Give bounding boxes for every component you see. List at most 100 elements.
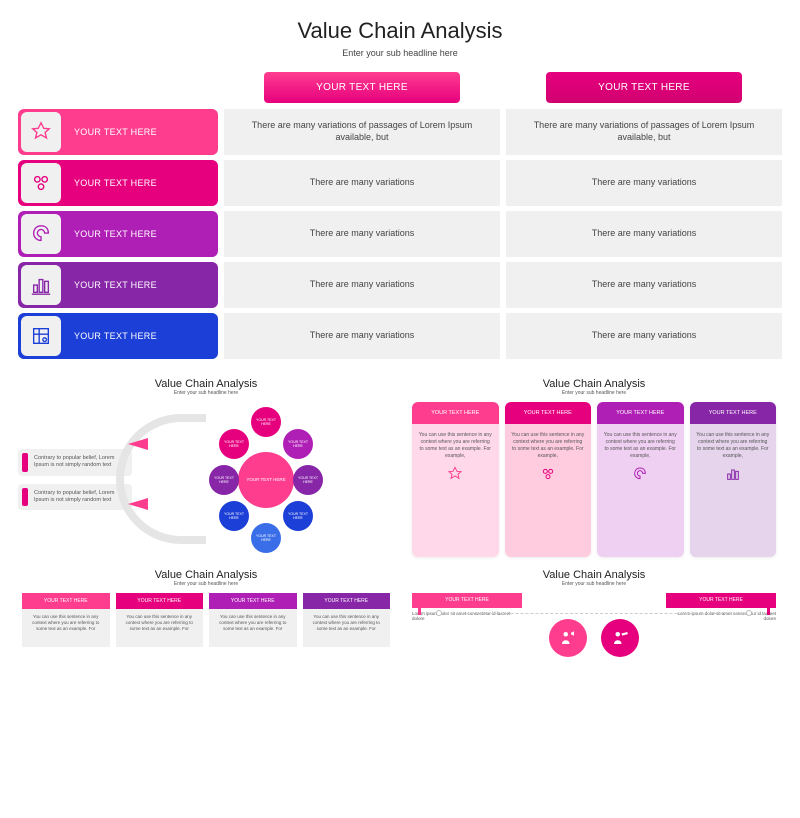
row-label-text: YOUR TEXT HERE bbox=[64, 127, 157, 137]
person-telescope-icon bbox=[611, 629, 629, 647]
column-header-right: YOUR TEXT HERE bbox=[546, 72, 742, 103]
row-icon bbox=[30, 172, 52, 194]
thumb-subtitle: Enter your sub headline here bbox=[18, 390, 394, 396]
card-head: YOUR TEXT HERE bbox=[597, 402, 684, 424]
left-marker bbox=[418, 597, 421, 615]
info-card: YOUR TEXT HERE You can use this sentence… bbox=[597, 402, 684, 557]
row-icon-box bbox=[21, 316, 61, 356]
row-cell: There are many variations bbox=[224, 313, 500, 359]
satellite-circle: YOUR TEXT HERE bbox=[283, 429, 313, 459]
row-cell: There are many variations bbox=[506, 313, 782, 359]
thumb-subtitle: Enter your sub headline here bbox=[18, 581, 394, 587]
row-label-text: YOUR TEXT HERE bbox=[64, 178, 157, 188]
comparison-table: YOUR TEXT HERE YOUR TEXT HERE YOUR TEXT … bbox=[0, 72, 800, 359]
table-row: YOUR TEXT HERE There are many variations… bbox=[18, 109, 782, 155]
summary-box: YOUR TEXT HERE You can use this sentence… bbox=[22, 593, 110, 647]
card-icon bbox=[632, 466, 648, 482]
summary-box: YOUR TEXT HERE You can use this sentence… bbox=[303, 593, 391, 647]
right-marker bbox=[767, 597, 770, 615]
info-card: YOUR TEXT HERE You can use this sentence… bbox=[690, 402, 777, 557]
box-body: You can use this sentence in any context… bbox=[116, 609, 204, 647]
timeline-text-left: YOUR TEXT HERE Lorem ipsum dolor sit ame… bbox=[412, 593, 522, 622]
timeline-text-head: YOUR TEXT HERE bbox=[412, 593, 522, 608]
row-label-text: YOUR TEXT HERE bbox=[64, 331, 157, 341]
row-cell: There are many variations bbox=[224, 211, 500, 257]
thumb-circular-diagram: Value Chain Analysis Enter your sub head… bbox=[18, 378, 394, 557]
satellite-circle: YOUR TEXT HERE bbox=[293, 465, 323, 495]
row-cell: There are many variations of passages of… bbox=[506, 109, 782, 155]
card-body: You can use this sentence in any context… bbox=[412, 424, 499, 557]
satellite-circle: YOUR TEXT HERE bbox=[251, 407, 281, 437]
row-cell: There are many variations bbox=[506, 160, 782, 206]
card-body: You can use this sentence in any context… bbox=[597, 424, 684, 557]
dashed-line bbox=[436, 613, 752, 614]
table-row: YOUR TEXT HERE There are many variations… bbox=[18, 160, 782, 206]
timeline-dot bbox=[746, 610, 752, 616]
box-body: You can use this sentence in any context… bbox=[209, 609, 297, 647]
box-body: You can use this sentence in any context… bbox=[22, 609, 110, 647]
card-icon bbox=[540, 466, 556, 482]
row-icon bbox=[30, 274, 52, 296]
side-note: Contrary to popular belief, Lorem Ipsum … bbox=[18, 449, 132, 475]
column-header-left: YOUR TEXT HERE bbox=[264, 72, 460, 103]
summary-box: YOUR TEXT HERE You can use this sentence… bbox=[116, 593, 204, 647]
table-row: YOUR TEXT HERE There are many variations… bbox=[18, 313, 782, 359]
center-circle: YOUR TEXT HERE bbox=[238, 452, 294, 508]
row-label: YOUR TEXT HERE bbox=[18, 262, 218, 308]
thumbnails-grid: Value Chain Analysis Enter your sub head… bbox=[0, 364, 800, 663]
row-cell: There are many variations bbox=[224, 160, 500, 206]
box-head: YOUR TEXT HERE bbox=[209, 593, 297, 609]
card-head: YOUR TEXT HERE bbox=[505, 402, 592, 424]
satellite-circle: YOUR TEXT HERE bbox=[251, 523, 281, 553]
timeline-text-right: YOUR TEXT HERE Lorem ipsum dolor sit ame… bbox=[666, 593, 776, 622]
row-icon-box bbox=[21, 112, 61, 152]
satellite-circle: YOUR TEXT HERE bbox=[209, 465, 239, 495]
row-icon-box bbox=[21, 214, 61, 254]
row-label: YOUR TEXT HERE bbox=[18, 211, 218, 257]
side-note: Contrary to popular belief, Lorem Ipsum … bbox=[18, 484, 132, 510]
row-label-text: YOUR TEXT HERE bbox=[64, 280, 157, 290]
main-subtitle: Enter your sub headline here bbox=[0, 48, 800, 58]
card-icon bbox=[447, 466, 463, 482]
info-card: YOUR TEXT HERE You can use this sentence… bbox=[505, 402, 592, 557]
row-label: YOUR TEXT HERE bbox=[18, 313, 218, 359]
row-icon bbox=[30, 325, 52, 347]
box-head: YOUR TEXT HERE bbox=[116, 593, 204, 609]
timeline-circle bbox=[601, 619, 639, 657]
row-label: YOUR TEXT HERE bbox=[18, 109, 218, 155]
thumb-title: Value Chain Analysis bbox=[18, 569, 394, 581]
card-body: You can use this sentence in any context… bbox=[505, 424, 592, 557]
card-body: You can use this sentence in any context… bbox=[690, 424, 777, 557]
satellite-circle: YOUR TEXT HERE bbox=[219, 501, 249, 531]
thumb-box-row: Value Chain Analysis Enter your sub head… bbox=[18, 569, 394, 663]
satellite-circle: YOUR TEXT HERE bbox=[219, 429, 249, 459]
thumb-timeline: Value Chain Analysis Enter your sub head… bbox=[406, 569, 782, 663]
summary-box: YOUR TEXT HERE You can use this sentence… bbox=[209, 593, 297, 647]
card-icon-wrap bbox=[603, 460, 678, 495]
card-head: YOUR TEXT HERE bbox=[412, 402, 499, 424]
table-header-row: YOUR TEXT HERE YOUR TEXT HERE bbox=[18, 72, 782, 103]
card-head: YOUR TEXT HERE bbox=[690, 402, 777, 424]
thumb-title: Value Chain Analysis bbox=[406, 378, 782, 390]
main-title: Value Chain Analysis bbox=[0, 18, 800, 44]
row-icon bbox=[30, 223, 52, 245]
info-card: YOUR TEXT HERE You can use this sentence… bbox=[412, 402, 499, 557]
box-body: You can use this sentence in any context… bbox=[303, 609, 391, 647]
person-speak-icon bbox=[559, 629, 577, 647]
table-row: YOUR TEXT HERE There are many variations… bbox=[18, 211, 782, 257]
row-cell: There are many variations bbox=[506, 211, 782, 257]
row-cell: There are many variations bbox=[224, 262, 500, 308]
thumb-subtitle: Enter your sub headline here bbox=[406, 390, 782, 396]
table-row: YOUR TEXT HERE There are many variations… bbox=[18, 262, 782, 308]
timeline-dot bbox=[436, 610, 442, 616]
card-icon-wrap bbox=[418, 460, 493, 495]
timeline-text-head: YOUR TEXT HERE bbox=[666, 593, 776, 608]
arrow-icon bbox=[128, 498, 148, 510]
radial-diagram: YOUR TEXT HERE YOUR TEXT HEREYOUR TEXT H… bbox=[138, 402, 394, 557]
card-icon bbox=[725, 466, 741, 482]
satellite-circle: YOUR TEXT HERE bbox=[283, 501, 313, 531]
thumb-subtitle: Enter your sub headline here bbox=[406, 581, 782, 587]
row-label-text: YOUR TEXT HERE bbox=[64, 229, 157, 239]
box-head: YOUR TEXT HERE bbox=[22, 593, 110, 609]
card-icon-wrap bbox=[696, 460, 771, 495]
